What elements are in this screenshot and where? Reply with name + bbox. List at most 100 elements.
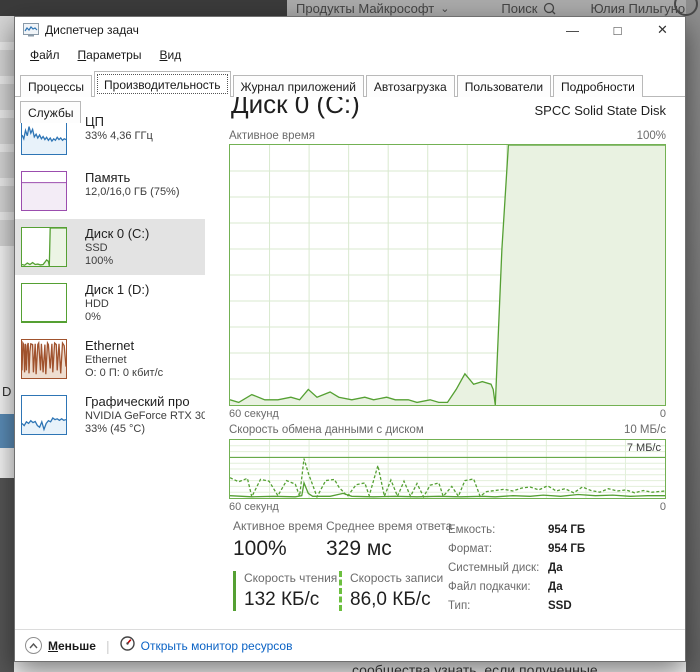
- disk-model: SPCC Solid State Disk: [534, 103, 667, 118]
- window-title: Диспетчер задач: [45, 23, 139, 37]
- tab-users[interactable]: Пользователи: [456, 75, 552, 97]
- sidebar-item-line: 100%: [85, 255, 114, 267]
- stat-response-time: Среднее время ответа 329 мс: [326, 519, 452, 561]
- disk-stats: Активное время 100% Среднее время ответа…: [229, 519, 666, 629]
- property-value: 954 ГБ: [548, 524, 586, 536]
- task-manager-window: Диспетчер задач — □ ✕ Файл Параметры Вид…: [14, 16, 686, 662]
- sidebar-item-title: Графический про: [85, 394, 190, 409]
- menu-view[interactable]: Вид: [159, 48, 182, 62]
- transfer-chart-label: Скорость обмена данными с диском: [229, 424, 424, 436]
- footer-bar: Меньше | Открыть монитор ресурсов: [15, 629, 685, 661]
- tab-performance[interactable]: Производительность: [94, 71, 231, 97]
- property-row: Системный диск: Да: [448, 559, 585, 578]
- sidebar-item-title: ЦП: [85, 114, 104, 129]
- property-value: Да: [548, 581, 563, 593]
- stat-active-time: Активное время 100%: [233, 519, 323, 561]
- active-time-chart-max: 100%: [636, 130, 666, 142]
- tab-app-history[interactable]: Журнал приложений: [232, 75, 364, 97]
- sidebar-item-line: 33% 4,36 ГГц: [85, 130, 153, 142]
- property-row: Тип: SSD: [448, 597, 585, 616]
- chart2-x-right: 0: [659, 501, 666, 513]
- tab-strip: Процессы Производительность Журнал приложе…: [15, 71, 685, 123]
- close-button[interactable]: ✕: [657, 22, 668, 37]
- background-blue-block: [0, 414, 14, 448]
- sidebar-item-title: Память: [85, 170, 131, 185]
- background-bottom-text: сообщества узнать, если полученные: [352, 662, 598, 672]
- sidebar-item-line: 12,0/16,0 ГБ (75%): [85, 186, 180, 198]
- property-label: Формат:: [448, 543, 493, 555]
- property-value: SSD: [548, 600, 572, 612]
- active-time-chart-label: Активное время: [229, 130, 316, 142]
- sidebar-item-memory[interactable]: Память 12,0/16,0 ГБ (75%): [15, 163, 205, 219]
- background-products-link: Продукты Майкрософт: [296, 1, 435, 16]
- sidebar-item-disk1[interactable]: Диск 1 (D:) HDD 0%: [15, 275, 205, 331]
- background-letter: D: [2, 384, 12, 399]
- fewer-details-label: Меньше: [48, 638, 96, 653]
- tab-processes[interactable]: Процессы: [20, 75, 93, 97]
- property-row: Формат: 954 ГБ: [448, 540, 585, 559]
- stat-read-speed: Скорость чтения 132 КБ/с: [233, 571, 337, 611]
- sidebar-item-line: HDD: [85, 298, 109, 310]
- menu-bar: Файл Параметры Вид: [15, 45, 188, 67]
- maximize-button[interactable]: □: [613, 22, 622, 38]
- transfer-rate-chart: 7 МБ/с: [229, 439, 666, 499]
- open-resource-monitor-link[interactable]: Открыть монитор ресурсов: [119, 635, 293, 656]
- gpu-thumbnail-chart: [21, 395, 67, 435]
- sidebar-item-title: Диск 1 (D:): [85, 282, 150, 297]
- background-left-strip: D: [0, 16, 14, 672]
- background-list-rows: [0, 16, 14, 246]
- stat-value: 329 мс: [326, 537, 392, 560]
- background-search-link: Поиск: [501, 1, 538, 16]
- fewer-details-button[interactable]: Меньше: [25, 637, 96, 654]
- background-user-name: Юлия Пильгунова: [590, 1, 700, 16]
- chart1-x-left: 60 секунд: [229, 408, 279, 420]
- sidebar-item-line: 0%: [85, 311, 101, 323]
- search-icon: [543, 2, 556, 15]
- stat-write-speed: Скорость записи 86,0 КБ/с: [339, 571, 443, 611]
- sidebar-item-line: SSD: [85, 242, 108, 254]
- sidebar-item-line: 33% (45 °C): [85, 423, 146, 435]
- property-label: Емкость:: [448, 524, 496, 536]
- sidebar-item-disk0[interactable]: Диск 0 (C:) SSD 100%: [15, 219, 205, 275]
- chevron-down-icon: ⌄: [440, 3, 450, 15]
- sidebar-item-ethernet[interactable]: Ethernet Ethernet О: 0 П: 0 кбит/с: [15, 331, 205, 387]
- chevron-up-icon: [25, 637, 42, 654]
- menu-file[interactable]: Файл: [30, 48, 60, 62]
- ethernet-thumbnail-chart: [21, 339, 67, 379]
- property-row: Файл подкачки: Да: [448, 578, 585, 597]
- property-label: Тип:: [448, 600, 471, 612]
- title-bar[interactable]: Диспетчер задач — □ ✕: [15, 17, 685, 43]
- sidebar-item-title: Ethernet: [85, 338, 135, 353]
- tab-services[interactable]: Службы: [20, 101, 82, 123]
- background-site-header: Продукты Майкрософт ⌄ Поиск Юлия Пильгун…: [0, 0, 700, 16]
- disk-details-pane: Диск 0 (C:) SPCC Solid State Disk Активн…: [229, 81, 666, 641]
- transfer-chart-max: 10 МБ/с: [623, 424, 666, 436]
- minimize-button[interactable]: —: [566, 22, 579, 38]
- sidebar-item-title: Диск 0 (C:): [85, 226, 150, 241]
- stat-label: Активное время: [233, 519, 323, 533]
- tab-startup[interactable]: Автозагрузка: [365, 75, 455, 97]
- sidebar-item-gpu[interactable]: Графический про NVIDIA GeForce RTX 307 3…: [15, 387, 205, 443]
- disk0-thumbnail-chart: [21, 227, 67, 267]
- background-right-strip: [686, 0, 700, 672]
- user-avatar-icon: [674, 0, 698, 16]
- property-label: Файл подкачки:: [448, 581, 531, 593]
- performance-sidebar: ЦП 33% 4,36 ГГц Память 12,0/16,0 ГБ (75%…: [15, 107, 205, 443]
- stat-label: Скорость чтения: [244, 571, 338, 585]
- chart1-x-right: 0: [659, 408, 666, 420]
- transfer-chart-marker-label: 7 МБ/с: [626, 442, 661, 454]
- property-row: Емкость: 954 ГБ: [448, 521, 585, 540]
- sidebar-item-line: О: 0 П: 0 кбит/с: [85, 367, 164, 379]
- sidebar-item-line: NVIDIA GeForce RTX 307: [85, 410, 205, 422]
- disk1-thumbnail-chart: [21, 283, 67, 323]
- resource-monitor-label: Открыть монитор ресурсов: [140, 638, 293, 653]
- chart2-x-left: 60 секунд: [229, 501, 279, 513]
- background-bottom-strip: сообщества узнать, если полученные: [14, 662, 686, 672]
- task-manager-icon: [23, 23, 39, 37]
- footer-divider: |: [105, 637, 110, 654]
- memory-thumbnail-chart: [21, 171, 67, 211]
- stat-label: Скорость записи: [350, 571, 444, 585]
- tab-details[interactable]: Подробности: [553, 75, 643, 97]
- menu-options[interactable]: Параметры: [77, 48, 142, 62]
- property-value: Да: [548, 562, 563, 574]
